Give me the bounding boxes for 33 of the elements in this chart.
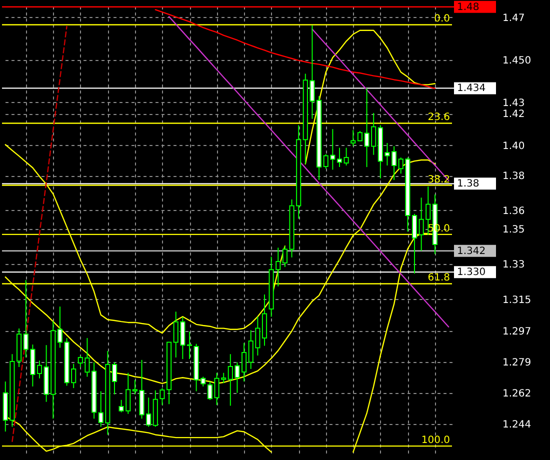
candlestick: [350, 130, 356, 147]
ref-line-label: 1.434: [457, 83, 486, 94]
y-tick-label: 1.43: [502, 98, 525, 109]
y-tick-label: 1.42: [502, 109, 525, 120]
ref-line-label: 1.48: [457, 2, 480, 13]
y-tick-label: 1.38: [502, 171, 525, 182]
y-tick-label: 1.450: [502, 55, 532, 66]
annotation: 100.0: [421, 435, 450, 446]
candlestick: [36, 360, 42, 379]
y-tick-label: 1.262: [502, 388, 532, 400]
y-tick-label: 1.36: [502, 206, 525, 217]
y-tick-label: 1.40: [502, 140, 525, 152]
candlestick: [344, 147, 349, 166]
candlestick: [186, 331, 192, 360]
y-tick-label: 1.33: [502, 260, 525, 271]
ref-line-label: 1.330: [457, 267, 486, 278]
annotation: 23.6: [428, 112, 450, 124]
line-series: [312, 28, 450, 182]
y-tick-label: 1.279: [502, 358, 532, 369]
ref-line-label: 1.342: [457, 246, 486, 257]
y-tick-label: 1.47: [502, 12, 525, 24]
line-series: [168, 16, 450, 328]
ref-line-label: 1.38: [457, 178, 480, 190]
annotation: 0.0: [434, 14, 450, 25]
line-series: [12, 26, 68, 442]
y-tick-label: 1.244: [502, 420, 532, 431]
y-tick-label: 1.315: [502, 294, 532, 306]
y-tick-label: 1.35: [502, 224, 525, 236]
candlestick: [112, 362, 118, 395]
annotation: 38.2: [428, 174, 450, 186]
candlestick: [336, 147, 342, 168]
annotation: 61.8: [428, 272, 450, 284]
y-tick-label: 1.297: [502, 326, 532, 338]
